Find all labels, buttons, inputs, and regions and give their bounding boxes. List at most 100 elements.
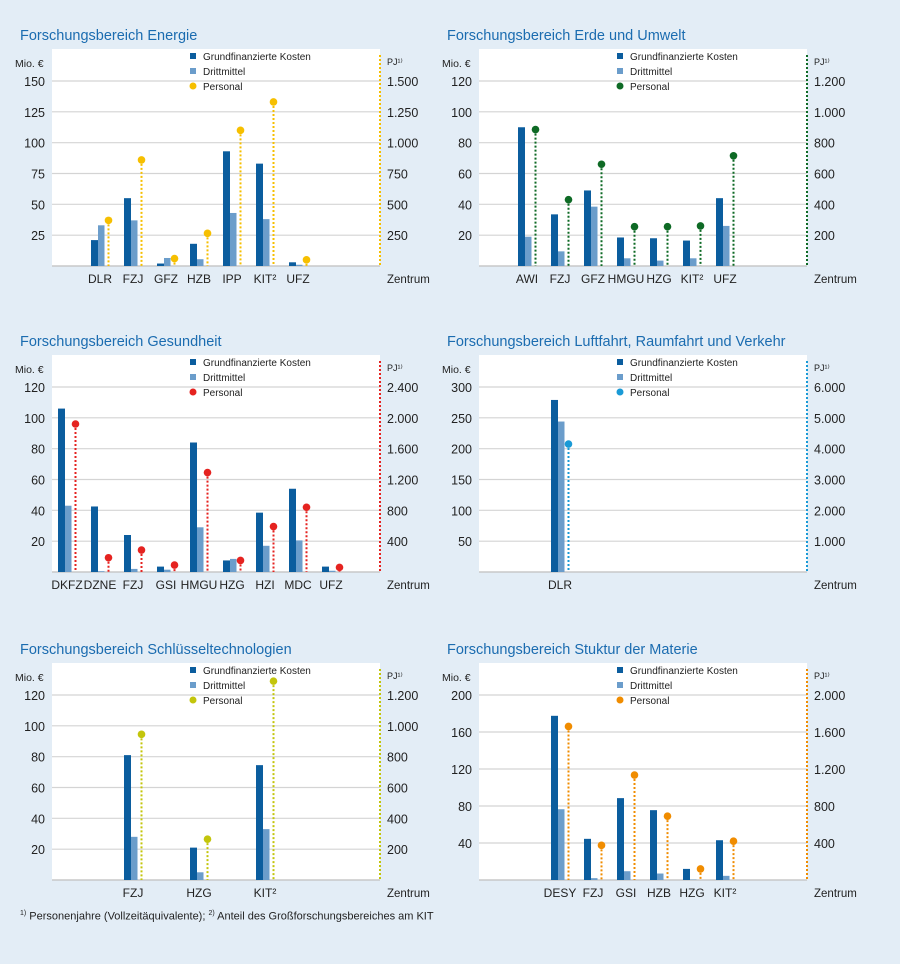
personal-point	[302, 503, 311, 512]
y2-tick-label: 400	[387, 812, 408, 826]
legend-swatch-dritt	[617, 68, 623, 74]
chart-erde-umwelt: Forschungsbereich Erde und Umwelt 20 200 40…	[427, 20, 887, 320]
category-label: HMGU	[608, 272, 645, 286]
category-label: HZG	[219, 578, 244, 592]
legend-swatch-dritt	[617, 374, 623, 380]
bar-drittmittel	[296, 264, 303, 266]
y-tick-label: 100	[451, 504, 472, 518]
y-tick-label: 50	[31, 198, 45, 212]
y2-tick-label: 800	[814, 137, 835, 151]
y-tick-label: 100	[24, 412, 45, 426]
bar-drittmittel	[197, 872, 204, 880]
legend-swatch-grund	[190, 667, 196, 673]
bar-drittmittel	[657, 260, 664, 266]
y-tick-label: 80	[31, 443, 45, 457]
bar-drittmittel	[164, 257, 171, 266]
legend-swatch-personal	[616, 388, 624, 396]
personal-point	[564, 195, 573, 204]
legend-label-grund: Grundfinanzierte Kosten	[630, 52, 738, 63]
bar-grundfinanziert	[91, 506, 98, 572]
category-label: HZG	[679, 886, 704, 900]
y-tick-label: 50	[458, 535, 472, 549]
y-tick-label: 25	[31, 229, 45, 243]
y2-tick-label: 800	[387, 751, 408, 765]
y2-tick-label: 400	[387, 535, 408, 549]
footnote-marker-1: 1)	[20, 910, 27, 917]
category-label: UFZ	[319, 578, 342, 592]
plot-area	[479, 663, 807, 880]
legend-swatch-personal	[189, 82, 197, 90]
footnote-text-1: Personenjahre (Vollzeitäquivalente);	[29, 910, 206, 923]
y-tick-label: 80	[458, 137, 472, 151]
bar-drittmittel	[230, 212, 237, 266]
bar-grundfinanziert	[650, 238, 657, 266]
category-label: UFZ	[713, 272, 736, 286]
chart-svg: 20 200 40 400 60 600 80 800 100 1.000 120 1.200 Mio.…	[442, 49, 857, 286]
bar-grundfinanziert	[322, 566, 329, 572]
legend-swatch-personal	[189, 696, 197, 704]
personal-point	[597, 841, 606, 850]
y2-tick-label: 1.000	[387, 720, 418, 734]
footnote-marker-2: 2)	[208, 910, 215, 917]
legend-label-dritt: Drittmittel	[203, 681, 245, 692]
bar-grundfinanziert	[223, 151, 230, 266]
personal-point	[564, 722, 573, 731]
y2-axis-label: PJ¹⁾	[387, 57, 403, 67]
y2-tick-label: 800	[814, 800, 835, 814]
y-axis-label: Mio. €	[442, 672, 471, 684]
y-tick-label: 250	[451, 412, 472, 426]
category-label: DKFZ	[51, 578, 82, 592]
y-tick-label: 120	[451, 763, 472, 777]
bar-grundfinanziert	[190, 243, 197, 266]
bar-drittmittel	[131, 220, 138, 266]
y2-tick-label: 6.000	[814, 381, 845, 395]
legend-label-dritt: Drittmittel	[630, 681, 672, 692]
plot-area	[479, 355, 807, 572]
legend-label-personal: Personal	[630, 82, 669, 93]
bar-drittmittel	[197, 259, 204, 266]
chart-svg: 25 250 50 500 75 750 100 1.000 125 1.250 150 1.500 M…	[15, 49, 430, 286]
legend-label-personal: Personal	[203, 82, 242, 93]
legend-label-grund: Grundfinanzierte Kosten	[630, 358, 738, 369]
y-tick-label: 160	[451, 726, 472, 740]
legend-swatch-personal	[189, 388, 197, 396]
footnote-text-2: Anteil des Großforschungsbereiches am KI…	[217, 910, 434, 923]
personal-point	[302, 256, 311, 264]
personal-point	[104, 216, 113, 225]
y2-tick-label: 200	[814, 229, 835, 243]
legend-swatch-grund	[617, 53, 623, 59]
personal-point	[630, 771, 639, 779]
bar-drittmittel	[329, 570, 336, 572]
chart-svg: 50 1.000 100 2.000 150 3.000 200 4.000 250 5.000 3…	[442, 355, 857, 592]
category-label: KIT²	[714, 886, 737, 900]
chart-gesundheit: Forschungsbereich Gesundheit 20 400 40 800 60…	[0, 326, 460, 626]
y-tick-label: 150	[24, 75, 45, 89]
personal-point	[71, 420, 80, 428]
y2-tick-label: 1.200	[387, 474, 418, 488]
personal-point	[203, 468, 212, 477]
chart-svg: 40 400 80 800 120 1.200 160 1.600 200 2.000 Mio. €…	[442, 663, 857, 900]
bar-grundfinanziert	[617, 237, 624, 266]
y2-tick-label: 5.000	[814, 412, 845, 426]
category-label: DLR	[88, 272, 112, 286]
y-tick-label: 80	[458, 800, 472, 814]
bar-drittmittel	[624, 871, 631, 880]
category-label: FZJ	[583, 886, 604, 900]
bar-grundfinanziert	[190, 847, 197, 880]
personal-point	[170, 561, 179, 569]
category-label: DLR	[548, 578, 572, 592]
y-tick-label: 40	[31, 812, 45, 826]
y-tick-label: 20	[458, 229, 472, 243]
y-tick-label: 200	[451, 689, 472, 703]
y-tick-label: 300	[451, 381, 472, 395]
bar-grundfinanziert	[157, 263, 164, 266]
legend-swatch-grund	[190, 53, 196, 59]
bar-drittmittel	[164, 569, 171, 572]
chart-svg: 20 200 40 400 60 600 80 800 100 1.000 120 1.200 Mio.…	[15, 663, 430, 900]
legend-swatch-dritt	[190, 682, 196, 688]
y2-axis-label: PJ¹⁾	[387, 671, 403, 681]
personal-point	[203, 835, 212, 843]
personal-point	[663, 222, 672, 231]
category-label: FZJ	[123, 578, 144, 592]
y2-tick-label: 600	[814, 168, 835, 182]
